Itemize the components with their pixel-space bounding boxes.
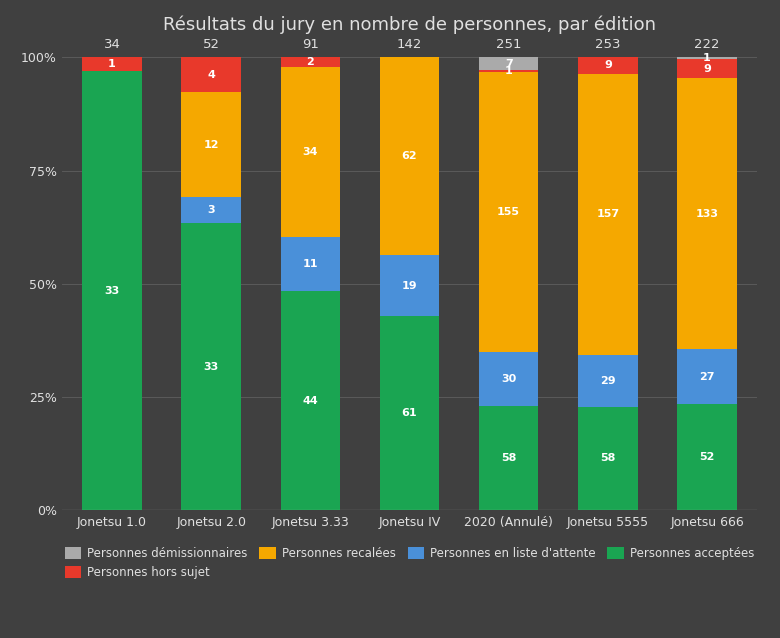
Text: 251: 251 (496, 38, 521, 50)
Bar (677, 57, 737, 59)
Text: 3: 3 (207, 205, 215, 215)
Text: 11: 11 (303, 259, 318, 269)
Title: Résultats du jury en nombre de personnes, par édition: Résultats du jury en nombre de personnes… (163, 15, 656, 34)
Bar (281, 237, 340, 292)
Bar (578, 355, 637, 406)
Text: 30: 30 (501, 374, 516, 383)
Bar (479, 72, 538, 352)
Text: 19: 19 (402, 281, 417, 290)
Text: 2: 2 (307, 57, 314, 68)
Text: 7: 7 (505, 59, 512, 69)
Text: 58: 58 (600, 454, 615, 463)
Bar (578, 406, 637, 510)
Text: 34: 34 (104, 38, 120, 50)
Bar (677, 404, 737, 510)
Text: 1: 1 (703, 54, 711, 63)
Text: 9: 9 (703, 64, 711, 73)
Text: 58: 58 (501, 453, 516, 463)
Text: 133: 133 (696, 209, 718, 218)
Bar (380, 255, 439, 316)
Bar (578, 57, 637, 73)
Bar (281, 292, 340, 510)
Text: 9: 9 (604, 61, 612, 70)
Text: 1: 1 (108, 59, 116, 69)
Text: 142: 142 (397, 38, 422, 50)
Bar (82, 71, 142, 510)
Bar (281, 68, 340, 237)
Text: 1: 1 (505, 66, 512, 76)
Bar (677, 349, 737, 404)
Text: 44: 44 (303, 396, 318, 406)
Text: 12: 12 (204, 140, 219, 149)
Text: 52: 52 (700, 452, 714, 463)
Bar (677, 78, 737, 349)
Bar (182, 93, 241, 197)
Bar (380, 316, 439, 510)
Text: 222: 222 (694, 38, 720, 50)
Bar (479, 352, 538, 406)
Bar (281, 57, 340, 68)
Text: 29: 29 (600, 376, 615, 385)
Text: 4: 4 (207, 70, 215, 80)
Text: 33: 33 (204, 362, 218, 372)
Bar (380, 57, 439, 255)
Legend: Personnes démissionnaires, Personnes hors sujet, Personnes recalées, Personnes e: Personnes démissionnaires, Personnes hor… (60, 542, 759, 584)
Text: 61: 61 (402, 408, 417, 418)
Bar (182, 223, 241, 510)
Text: 27: 27 (699, 372, 714, 382)
Bar (479, 406, 538, 510)
Text: 91: 91 (302, 38, 319, 50)
Bar (82, 57, 142, 71)
Bar (677, 59, 737, 78)
Bar (182, 57, 241, 93)
Bar (578, 73, 637, 355)
Text: 33: 33 (105, 286, 119, 295)
Text: 34: 34 (303, 147, 318, 157)
Bar (479, 70, 538, 72)
Bar (479, 57, 538, 70)
Text: 62: 62 (402, 151, 417, 161)
Bar (182, 197, 241, 223)
Text: 155: 155 (497, 207, 520, 217)
Text: 52: 52 (203, 38, 220, 50)
Text: 157: 157 (596, 209, 619, 219)
Text: 253: 253 (595, 38, 621, 50)
